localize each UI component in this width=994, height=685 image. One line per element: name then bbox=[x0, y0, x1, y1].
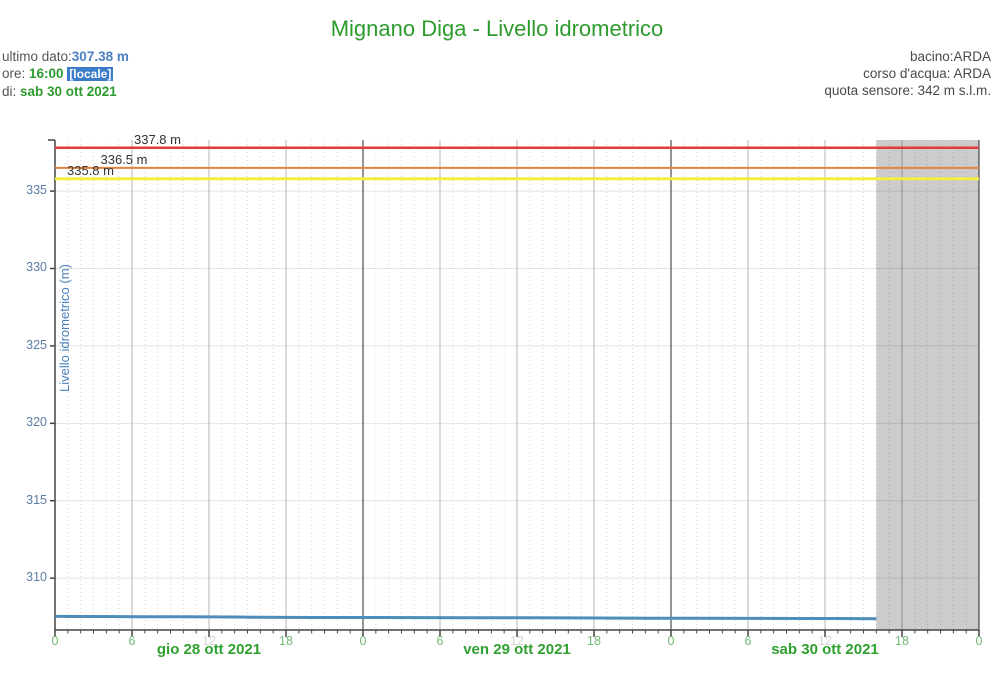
last-data-row: ultimo dato:307.38 m bbox=[2, 48, 129, 65]
x-tick-label: 18 bbox=[587, 634, 601, 648]
x-tick-label: 12 bbox=[510, 634, 524, 648]
day-label: sab 30 ott 2021 bbox=[771, 641, 879, 658]
x-tick-label: 12 bbox=[202, 634, 216, 648]
last-date-row: di: sab 30 ott 2021 bbox=[2, 83, 129, 100]
date-label: di: bbox=[2, 84, 21, 99]
series-line bbox=[54, 614, 877, 621]
threshold-label: 337.8 m bbox=[134, 131, 181, 147]
x-tick-label: 18 bbox=[895, 634, 909, 648]
y-tick-label: 330 bbox=[26, 260, 47, 275]
time-label: ore: bbox=[2, 66, 30, 81]
locale-badge: [locale] bbox=[67, 67, 114, 81]
last-data-info: ultimo dato:307.38 m ore: 16:00 [locale]… bbox=[2, 48, 129, 100]
last-data-label: ultimo dato: bbox=[2, 49, 72, 64]
sensor-elevation-row: quota sensore: 342 m s.l.m. bbox=[824, 83, 991, 98]
last-data-value: 307.38 m bbox=[71, 49, 129, 64]
x-tick-label: 6 bbox=[436, 634, 444, 648]
x-tick-label: 6 bbox=[744, 634, 752, 648]
x-tick-label: 0 bbox=[359, 634, 367, 648]
basin-row: bacino:ARDA bbox=[909, 49, 991, 64]
date-value: sab 30 ott 2021 bbox=[20, 84, 117, 99]
y-tick-label: 315 bbox=[26, 492, 47, 507]
y-tick-label: 325 bbox=[26, 337, 47, 352]
last-time-row: ore: 16:00 [locale] bbox=[2, 65, 129, 83]
chart-title: Mignano Diga - Livello idrometrico bbox=[330, 16, 664, 41]
y-tick-label: 310 bbox=[26, 570, 47, 585]
threshold-label: 335.8 m bbox=[67, 162, 114, 178]
no-data-region bbox=[876, 140, 979, 630]
y-tick-label: 320 bbox=[26, 415, 47, 430]
x-tick-label: 0 bbox=[667, 634, 675, 648]
day-label: gio 28 ott 2021 bbox=[156, 641, 262, 658]
watercourse-row: corso d'acqua: ARDA bbox=[863, 66, 991, 81]
x-tick-label: 0 bbox=[51, 634, 59, 648]
x-tick-label: 12 bbox=[818, 634, 832, 648]
y-tick-label: 335 bbox=[26, 183, 47, 198]
x-tick-label: 6 bbox=[128, 634, 136, 648]
x-tick-label: 18 bbox=[279, 634, 293, 648]
y-axis-title: Livello idrometrico (m) bbox=[57, 264, 72, 392]
threshold-label: 336.5 m bbox=[100, 151, 148, 167]
x-tick-label: 0 bbox=[975, 634, 983, 648]
day-label: ven 29 ott 2021 bbox=[463, 641, 571, 658]
time-value: 16:00 bbox=[29, 66, 64, 81]
station-info: bacino:ARDA corso d'acqua: ARDA quota se… bbox=[824, 48, 991, 99]
